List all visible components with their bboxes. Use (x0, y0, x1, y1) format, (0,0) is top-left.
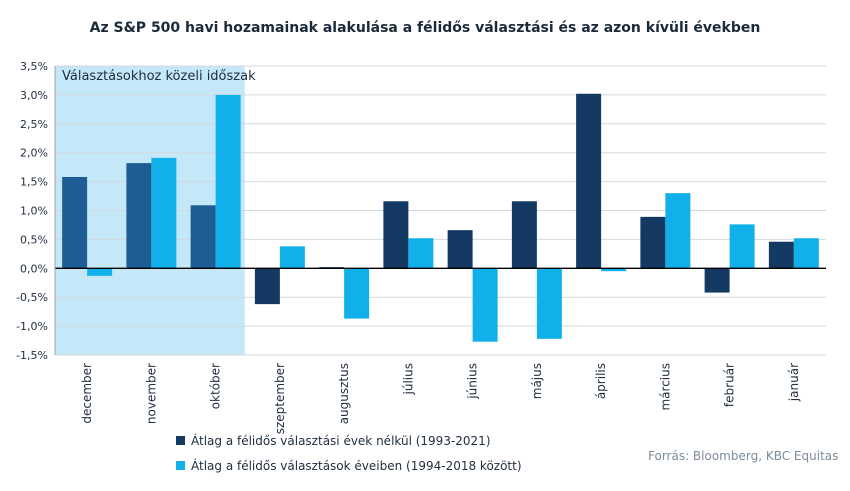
y-tick-label: -1,5% (16, 349, 48, 362)
bar-series-2 (729, 224, 755, 269)
bar-series-1 (383, 201, 409, 269)
bar-series-1 (704, 268, 730, 293)
bar-series-1 (576, 93, 602, 269)
x-tick-label: október (209, 363, 223, 409)
chart-title: Az S&P 500 havi hozamainak alakulása a f… (89, 20, 761, 36)
y-tick-label: 3,0% (20, 89, 48, 102)
legend-swatch-series-1 (176, 436, 185, 445)
highlight-label: Választásokhoz közeli időszak (62, 69, 256, 84)
legend-swatch-series-2 (176, 461, 185, 470)
x-tick-label: július (401, 363, 415, 395)
bar-series-1 (768, 241, 794, 269)
y-tick-label: -1,0% (16, 320, 48, 333)
y-tick-label: -0,5% (16, 291, 48, 304)
bar-series-1 (62, 176, 88, 269)
x-tick-label: november (144, 363, 158, 424)
y-tick-label: 0,0% (20, 262, 48, 275)
x-tick-label: május (530, 363, 544, 399)
y-tick-label: 1,0% (20, 205, 48, 218)
bar-series-1 (190, 205, 216, 269)
x-tick-label: június (466, 363, 480, 400)
bar-series-1 (447, 230, 473, 269)
bar-series-2 (536, 268, 562, 339)
bar-series-2 (472, 268, 498, 342)
plot-area: 3,5% 3,0% 2,5% 2,0% 1,5% 1,0% 0,5% 0,0% -0,5% -1,… (16, 60, 826, 434)
bar-series-2 (87, 268, 113, 276)
x-tick-label: március (658, 363, 672, 411)
bar-series-2 (665, 193, 691, 269)
bar-series-2 (408, 238, 434, 269)
y-tick-label: 2,5% (20, 118, 48, 131)
x-tick-label: február (723, 363, 737, 407)
x-tick-label: augusztus (337, 363, 351, 424)
x-tick-label: december (80, 363, 94, 424)
bar-series-2 (279, 246, 305, 269)
legend-item-series-1: Átlag a félidős választási évek nélkül (… (176, 434, 491, 448)
y-tick-label: 1,5% (20, 176, 48, 189)
bar-series-1 (640, 216, 666, 269)
y-tick-label: 0,5% (20, 233, 48, 246)
y-tick-label: 2,0% (20, 147, 48, 160)
y-tick-label: 3,5% (20, 60, 48, 73)
bar-series-2 (344, 268, 370, 319)
x-tick-label: szeptember (273, 363, 287, 434)
x-tick-label: április (594, 363, 608, 399)
legend-item-series-2: Átlag a félidős választások éveiben (199… (176, 459, 522, 473)
bar-series-1 (511, 201, 537, 269)
legend-label-series-1: Átlag a félidős választási évek nélkül (… (191, 434, 491, 448)
bar-series-1 (254, 268, 280, 305)
x-tick-label: január (787, 363, 801, 402)
bar-series-2 (151, 157, 177, 269)
bar-series-1 (126, 163, 152, 269)
source-note: Forrás: Bloomberg, KBC Equitas (648, 449, 839, 463)
bar-series-2 (215, 94, 241, 269)
legend-label-series-2: Átlag a félidős választások éveiben (199… (191, 459, 522, 473)
bar-series-2 (601, 268, 627, 272)
bar-series-2 (793, 238, 819, 269)
